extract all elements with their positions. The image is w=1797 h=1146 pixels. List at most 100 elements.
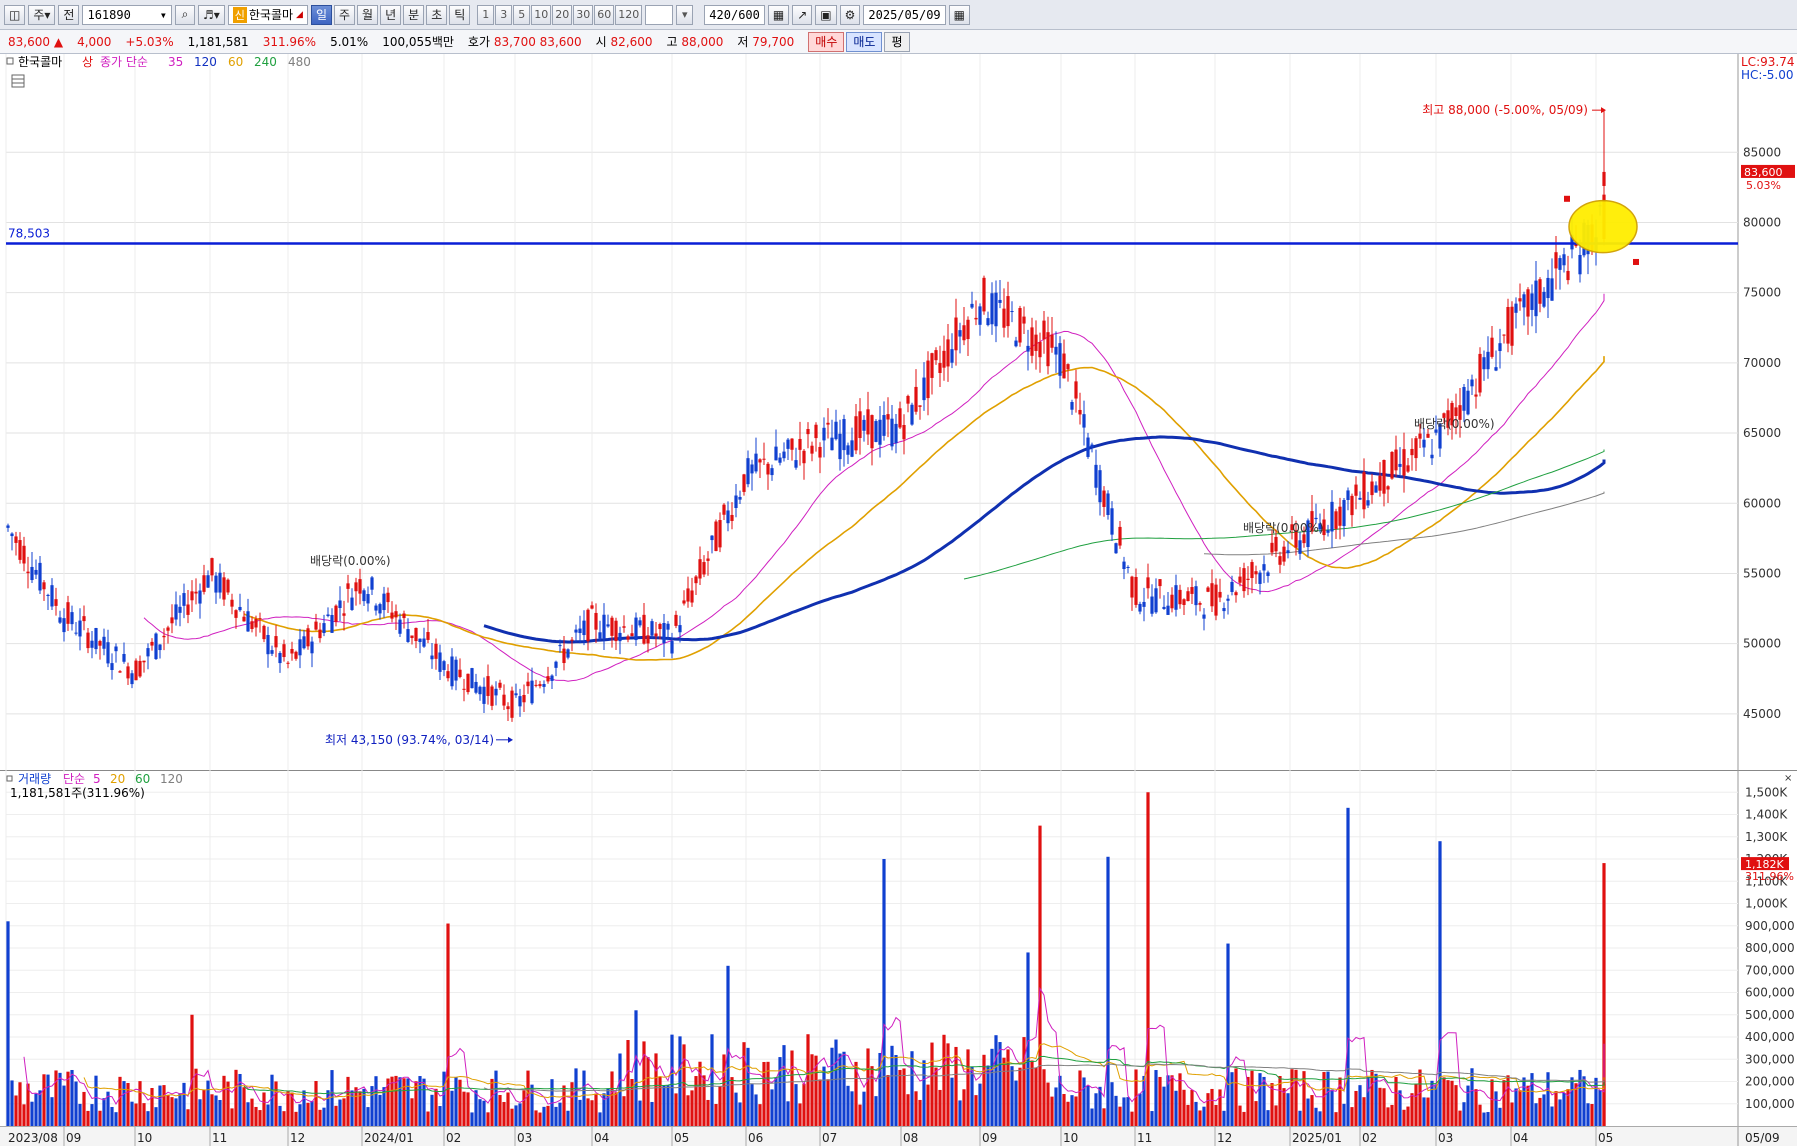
search-icon[interactable]: ⌕ <box>174 4 195 25</box>
candle-body <box>550 675 554 681</box>
candle-body <box>1554 252 1558 269</box>
candle-body <box>794 460 798 468</box>
evaluate-button[interactable]: 평 <box>884 31 910 52</box>
interval-button[interactable]: 10 <box>531 4 552 25</box>
candle-body <box>1498 343 1502 352</box>
legend-checkbox-icon[interactable] <box>6 57 14 65</box>
sell-button[interactable]: 매도 <box>846 31 883 52</box>
period-tab[interactable]: 초 <box>426 4 448 25</box>
volume-bar <box>246 1102 250 1126</box>
interval-button[interactable]: 30 <box>573 4 594 25</box>
candle-body <box>110 663 114 670</box>
volume-legend-checkbox-icon[interactable] <box>6 775 13 782</box>
interval-dropdown-icon[interactable]: ▾ <box>676 4 694 25</box>
stock-code-input[interactable]: 161890 ▾ <box>82 4 172 25</box>
volume-bar <box>166 1095 170 1126</box>
period-tab[interactable]: 월 <box>357 4 379 25</box>
candle-body <box>438 652 442 672</box>
volume-bar <box>830 1047 834 1126</box>
breakout-highlight-circle[interactable] <box>1568 199 1638 254</box>
period-type-select[interactable]: 주 ▾ <box>28 4 56 25</box>
volume-bar <box>614 1092 618 1126</box>
volume-bar <box>590 1100 594 1126</box>
interval-button[interactable]: 120 <box>615 4 643 25</box>
interval-button[interactable]: 1 <box>477 4 495 25</box>
date-input[interactable]: 2025/05/09 <box>863 4 946 25</box>
volume-bar <box>570 1082 574 1126</box>
volume-bar <box>1418 1069 1422 1126</box>
candle-body <box>498 682 502 688</box>
volume-bar <box>14 1095 18 1126</box>
candle-body <box>102 636 106 649</box>
interval-button[interactable]: 60 <box>594 4 615 25</box>
calendar-icon[interactable]: ▦ <box>948 4 970 25</box>
period-tab[interactable]: 일 <box>310 4 332 25</box>
price-chart-panel[interactable]: 45000 50000 55000 60000 65000 70000 75000 80000… <box>0 54 1797 770</box>
volume-bar <box>1170 1075 1174 1126</box>
indicator-icon[interactable]: ▦ <box>767 4 790 25</box>
candle-body <box>78 620 82 637</box>
data-count-input[interactable]: 420/600 <box>704 4 765 25</box>
volume-bar <box>1070 1095 1074 1126</box>
volume-bar <box>426 1111 430 1126</box>
chart-tool-icon[interactable]: ↗ <box>792 4 813 25</box>
volume-bar <box>654 1053 658 1126</box>
volume-bar <box>250 1098 254 1126</box>
volume-bar <box>1062 1094 1066 1126</box>
candle-body <box>142 660 146 663</box>
period-tab[interactable]: 분 <box>403 4 425 25</box>
volume-bar <box>74 1081 78 1126</box>
period-tab[interactable]: 년 <box>380 4 402 25</box>
volume-bar <box>154 1107 158 1126</box>
candle-body <box>338 600 342 609</box>
candle-body <box>1066 364 1070 370</box>
candle-body <box>650 621 654 636</box>
interval-button[interactable]: 3 <box>495 4 513 25</box>
candle-body <box>18 540 22 560</box>
buy-button[interactable]: 매수 <box>808 31 845 52</box>
volume-bar <box>1074 1096 1078 1126</box>
candle-body <box>1374 485 1378 493</box>
speaker-icon[interactable]: ♬▾ <box>197 4 225 25</box>
settings-gear-icon[interactable]: ⚙ <box>839 4 861 25</box>
period-tab[interactable]: 주 <box>334 4 356 25</box>
volume-bar <box>870 1066 874 1126</box>
volume-chart[interactable]: 100,000 200,000 300,000 400,000 500,000 600,0… <box>0 770 1797 1126</box>
candle-body <box>1194 586 1198 606</box>
volume-bar <box>1034 1067 1038 1126</box>
volume-bar <box>1126 1097 1130 1126</box>
data-count-value: 420 <box>709 7 731 22</box>
volume-bar <box>118 1076 122 1126</box>
view-mode-button[interactable]: 전 <box>58 4 80 25</box>
layout-icon[interactable]: ◫ <box>4 4 26 25</box>
data-table-icon[interactable] <box>11 74 25 88</box>
candle-body <box>954 317 958 351</box>
volume-bar <box>470 1112 474 1126</box>
volume-bar <box>402 1078 406 1126</box>
dividend-label: 배당락(0.00%) <box>1243 521 1324 535</box>
volume-chart-panel[interactable]: 100,000 200,000 300,000 400,000 500,000 600,0… <box>0 770 1797 1126</box>
volume-bar <box>822 1066 826 1126</box>
candle-body <box>1278 556 1282 565</box>
save-icon[interactable]: ▣ <box>815 4 837 25</box>
panel-close-icon[interactable]: × <box>1784 773 1792 784</box>
volume-bar <box>114 1112 118 1126</box>
candle-body <box>486 676 490 696</box>
price-axis: 45000 50000 55000 60000 65000 70000 75000 80000… <box>1743 145 1781 721</box>
stock-code-value: 161890 <box>87 7 131 22</box>
stock-name-field[interactable]: 신 한국콜마 ◢ <box>227 4 308 25</box>
volume-bar <box>1334 1112 1338 1126</box>
candle-body <box>1222 608 1226 612</box>
interval-button[interactable]: 5 <box>513 4 531 25</box>
interval-custom-input[interactable] <box>645 4 674 25</box>
candle-body <box>1494 367 1498 371</box>
volume-bar <box>946 1043 950 1126</box>
price-chart[interactable]: 45000 50000 55000 60000 65000 70000 75000 80000… <box>0 54 1797 770</box>
candle-body <box>366 594 370 604</box>
period-tab[interactable]: 틱 <box>449 4 471 25</box>
volume-bar <box>994 1035 998 1126</box>
volume-bar <box>366 1107 370 1126</box>
volume-bar <box>526 1070 530 1126</box>
candle-body <box>482 686 486 704</box>
interval-button[interactable]: 20 <box>552 4 573 25</box>
